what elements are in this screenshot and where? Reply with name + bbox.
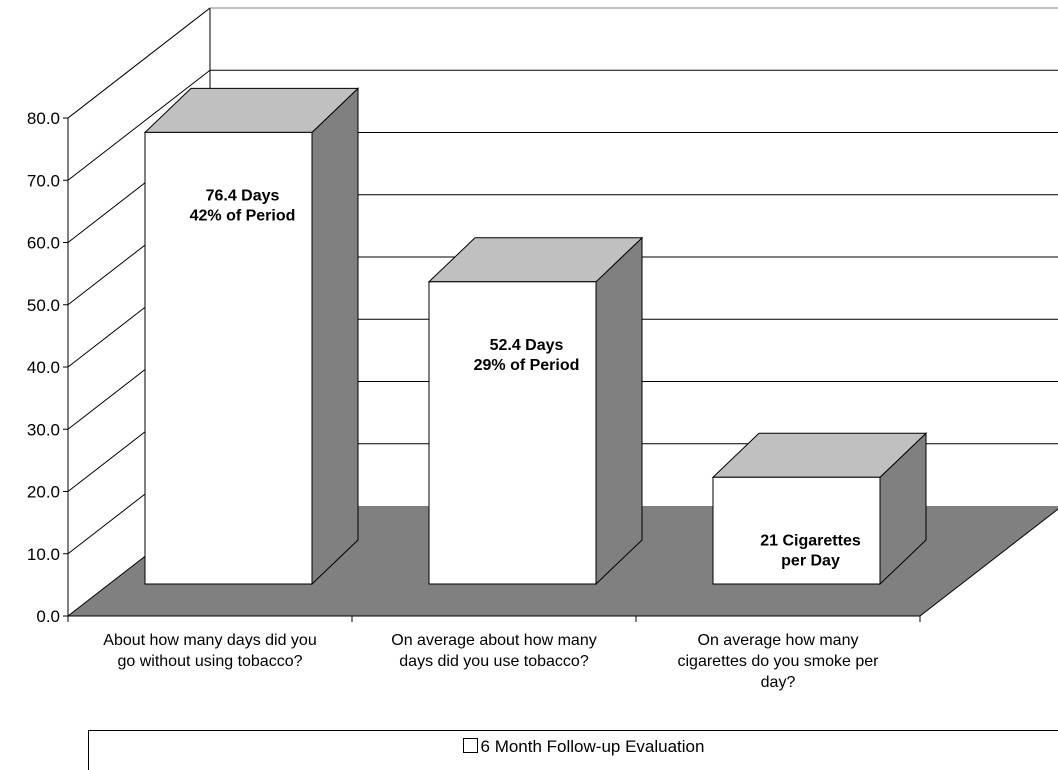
bar: 52.4 Days 29% of Period xyxy=(427,236,644,586)
bar-side-face xyxy=(311,87,359,586)
x-category-label: On average how many cigarettes do you smo… xyxy=(638,630,918,693)
legend-label: 6 Month Follow-up Evaluation xyxy=(480,737,705,756)
data-label: per Day xyxy=(781,552,840,569)
data-label: 42% of Period xyxy=(190,207,296,224)
y-tick-label: 20.0 xyxy=(27,483,60,502)
y-tick-label: 0.0 xyxy=(36,607,60,626)
bar-front-face xyxy=(712,476,881,585)
y-tick-label: 10.0 xyxy=(27,545,60,564)
y-tick-label: 60.0 xyxy=(27,234,60,253)
gridline-diagonal xyxy=(67,7,211,119)
bar: 76.4 Days 42% of Period xyxy=(143,87,360,586)
bar-chart-3d: 0.0 10.0 20.0 30.0 40.0 50.0 60.0 70.0 80.0 76.4… xyxy=(27,7,1058,626)
legend-swatch xyxy=(462,738,478,753)
data-label: 76.4 Days xyxy=(206,187,280,204)
bar-side-face xyxy=(595,236,643,586)
bar-front-face xyxy=(428,281,597,585)
x-category-label: About how many days did you go without us… xyxy=(70,630,350,672)
bar-front-face xyxy=(144,131,313,585)
data-label: 21 Cigarettes xyxy=(760,532,861,549)
y-tick-label: 80.0 xyxy=(27,109,60,128)
y-tick-label: 40.0 xyxy=(27,358,60,377)
legend: 6 Month Follow-up Evaluation xyxy=(88,730,1058,770)
y-tick-label: 70.0 xyxy=(27,171,60,190)
x-category-label-line: On average about how many xyxy=(391,632,597,649)
x-category-label-line: On average how many xyxy=(697,632,859,649)
x-category-label-line: About how many days did you xyxy=(103,632,317,649)
y-tick-label: 30.0 xyxy=(27,420,60,439)
bar: 21 Cigarettes per Day xyxy=(711,432,928,586)
data-label: 52.4 Days xyxy=(490,337,564,354)
y-tick-label: 50.0 xyxy=(27,296,60,315)
x-category-label-line: cigarettes do you smoke per xyxy=(677,653,879,670)
data-label: 29% of Period xyxy=(474,357,580,374)
x-category-label: On average about how many days did you us… xyxy=(354,630,634,672)
x-category-label-line: go without using tobacco? xyxy=(117,653,303,670)
x-category-label-line: day? xyxy=(760,674,796,691)
gridline-diagonal xyxy=(67,69,211,181)
floor-right-edge xyxy=(919,508,1058,617)
x-category-label-line: days did you use tobacco? xyxy=(399,653,589,670)
